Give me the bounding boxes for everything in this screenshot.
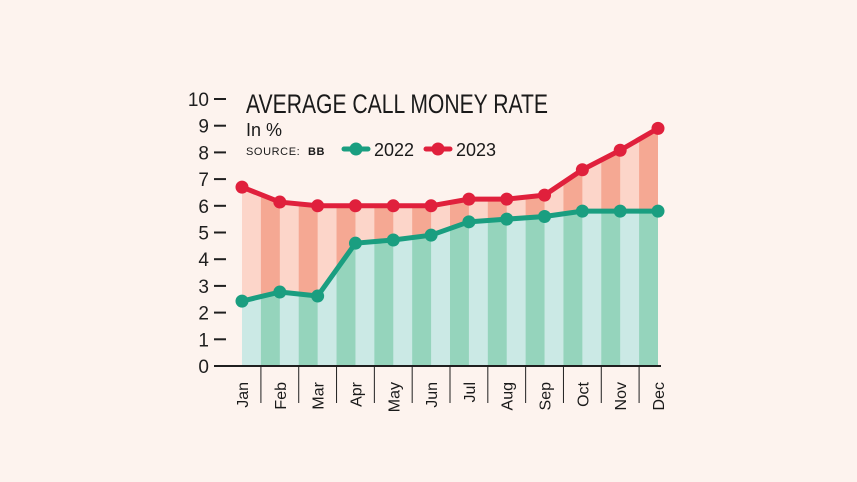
- area-stripe: [487, 211, 508, 366]
- area-stripe: [582, 211, 602, 366]
- source-line: SOURCE: BB: [246, 146, 325, 158]
- source-value: BB: [308, 146, 325, 158]
- legend-label-2023: 2023: [456, 140, 496, 160]
- area-stripe: [242, 128, 243, 302]
- area-stripe: [450, 211, 470, 366]
- legend-dot-2022-icon: [349, 142, 363, 156]
- y-tick-label: 3: [198, 277, 209, 298]
- x-tick-label: Oct: [575, 381, 592, 406]
- area-stripe: [374, 211, 394, 366]
- x-tick-label: Jul: [462, 382, 479, 402]
- x-tick-label: Jun: [424, 382, 441, 408]
- chart-header: AVERAGE CALL MONEY RATE In % SOURCE: BB: [246, 89, 548, 158]
- x-tick-label: Feb: [273, 382, 290, 410]
- data-point-marker: [235, 294, 249, 308]
- area-stripe: [639, 211, 658, 366]
- data-point-marker: [424, 228, 438, 242]
- x-tick-label: Apr: [348, 381, 365, 407]
- chart-subtitle: In %: [246, 120, 282, 140]
- area-stripe: [355, 211, 375, 366]
- x-tick-label: Dec: [651, 382, 668, 410]
- data-point-marker: [273, 195, 287, 209]
- y-tick-label: 6: [198, 197, 209, 218]
- y-tick-label: 7: [198, 170, 209, 191]
- data-point-marker: [348, 236, 362, 250]
- data-point-marker: [424, 199, 438, 213]
- data-point-marker: [386, 233, 400, 247]
- series-lines: [235, 121, 665, 308]
- x-tick-label: Sep: [538, 382, 555, 411]
- area-stripe: [242, 211, 243, 366]
- legend-item-2023: 2023: [423, 140, 496, 160]
- data-point-marker: [348, 199, 362, 213]
- source-label: SOURCE:: [246, 146, 300, 158]
- data-point-marker: [651, 121, 665, 135]
- y-tick-label: 0: [198, 357, 209, 378]
- x-tick-label: Jan: [235, 382, 252, 408]
- data-point-marker: [500, 192, 514, 206]
- y-tick-label: 8: [198, 143, 209, 164]
- area-fill-2022: [242, 80, 696, 370]
- data-point-marker: [500, 212, 514, 226]
- legend: 2022 2023: [341, 140, 496, 160]
- series-2022: [235, 204, 665, 308]
- area-stripe: [601, 211, 621, 366]
- data-point-marker: [235, 180, 249, 194]
- y-tick-label: 9: [198, 117, 209, 138]
- chart-title: AVERAGE CALL MONEY RATE: [246, 89, 548, 119]
- y-tick-label: 2: [198, 304, 209, 325]
- legend-dot-2023-icon: [431, 142, 445, 156]
- data-point-marker: [311, 199, 325, 213]
- area-stripe: [677, 80, 696, 370]
- data-point-marker: [462, 192, 476, 206]
- axes: 0 1 2 3 4 5 6 7 8 9 10 Jan Feb Mar Apr May Jun Jul Aug Sep O…: [188, 90, 668, 412]
- data-point-marker: [273, 285, 287, 299]
- area-stripe: [468, 211, 489, 366]
- x-tick-label: Mar: [311, 381, 328, 409]
- y-tick-label: 4: [198, 250, 209, 271]
- data-point-marker: [651, 204, 665, 218]
- area-stripe: [544, 211, 564, 366]
- data-point-marker: [575, 163, 589, 177]
- area-stripe: [563, 211, 583, 366]
- x-tick-label: May: [386, 382, 403, 412]
- data-point-marker: [462, 215, 476, 229]
- data-point-marker: [613, 143, 627, 157]
- data-point-marker: [538, 209, 552, 223]
- x-tick-label: Aug: [500, 382, 517, 410]
- data-point-marker: [575, 204, 589, 218]
- area-stripe: [525, 211, 546, 366]
- data-point-marker: [311, 289, 325, 303]
- area-stripe: [412, 211, 432, 366]
- x-tick-label: Nov: [613, 382, 630, 410]
- series-2023: [235, 121, 665, 213]
- area-stripe: [506, 211, 527, 366]
- y-tick-label: 10: [188, 90, 209, 111]
- y-tick-label: 1: [198, 330, 209, 351]
- data-point-marker: [538, 188, 552, 202]
- legend-item-2022: 2022: [341, 140, 414, 160]
- area-stripe: [393, 211, 413, 366]
- legend-label-2022: 2022: [374, 140, 414, 160]
- area-stripe: [620, 211, 640, 366]
- y-tick-label: 5: [198, 224, 209, 245]
- data-point-marker: [386, 199, 400, 213]
- area-stripe: [431, 211, 451, 366]
- data-point-marker: [613, 204, 627, 218]
- area-stripe: [677, 80, 696, 370]
